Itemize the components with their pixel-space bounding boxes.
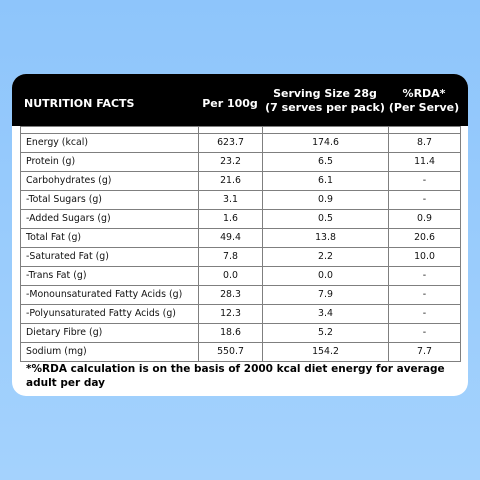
cell-rda: 10.0 [388, 247, 461, 267]
cell-serving: 6.5 [262, 152, 389, 172]
cell-per100: 0.0 [198, 266, 263, 286]
header-rda: %RDA* (Per Serve) [388, 87, 460, 115]
header-serving-line1: Serving Size 28g [273, 87, 377, 100]
table-header: NUTRITION FACTS Per 100g Serving Size 28… [12, 74, 468, 126]
table-row: -Polyunsaturated Fatty Acids (g) 12.3 3.4- [20, 304, 461, 324]
cell-serving: 154.2 [262, 342, 389, 362]
cell-serving: 5.2 [262, 323, 389, 343]
cell-name: Sodium (mg) [20, 342, 199, 362]
cell-name: -Total Sugars (g) [20, 190, 199, 210]
cell-rda: - [388, 285, 461, 305]
cell-serving: 2.2 [262, 247, 389, 267]
cell-serving: 0.0 [262, 266, 389, 286]
cell-name: -Polyunsaturated Fatty Acids (g) [20, 304, 199, 324]
header-rda-line2: (Per Serve) [388, 101, 460, 114]
cell-per100: 12.3 [198, 304, 263, 324]
cell-rda: 0.9 [388, 209, 461, 229]
cell-serving: 0.5 [262, 209, 389, 229]
cell-serving: 3.4 [262, 304, 389, 324]
table-row: -Saturated Fat (g) 7.8 2.2 10.0 [20, 247, 461, 267]
cell-per100: 623.7 [198, 133, 263, 153]
cell-serving: 6.1 [262, 171, 389, 191]
table-row: Energy (kcal) 623.7 174.6 8.7 [20, 133, 461, 153]
header-serving-line2: (7 serves per pack) [265, 101, 385, 114]
cell-per100: 3.1 [198, 190, 263, 210]
cell-rda: - [388, 190, 461, 210]
cell-rda: - [388, 266, 461, 286]
table-row: Sodium (mg) 550.7 154.2 7.7 [20, 342, 461, 362]
cell-serving: 7.9 [262, 285, 389, 305]
table-row: -Added Sugars (g) 1.6 0.5 0.9 [20, 209, 461, 229]
cell-name: -Monounsaturated Fatty Acids (g) [20, 285, 199, 305]
header-rda-line1: %RDA* [402, 87, 446, 100]
cell-per100: 21.6 [198, 171, 263, 191]
cell-name: Protein (g) [20, 152, 199, 172]
cell-per100: 1.6 [198, 209, 263, 229]
cell-per100: 23.2 [198, 152, 263, 172]
cell-name: Dietary Fibre (g) [20, 323, 199, 343]
nutrition-table: Energy (kcal) 623.7 174.6 8.7 Protein (g) 23.… [20, 126, 461, 362]
cell-rda: 7.7 [388, 342, 461, 362]
header-per-100g: Per 100g [202, 97, 258, 110]
cell-name: Energy (kcal) [20, 133, 199, 153]
cell-per100: 49.4 [198, 228, 263, 248]
cell-rda: 8.7 [388, 133, 461, 153]
cell-serving: 13.8 [262, 228, 389, 248]
table-row: -Total Sugars (g) 3.1 0.9- [20, 190, 461, 210]
table-row: -Trans Fat (g) 0.0 0.0- [20, 266, 461, 286]
cell-name: -Saturated Fat (g) [20, 247, 199, 267]
cell-serving: 0.9 [262, 190, 389, 210]
cell-rda: - [388, 171, 461, 191]
table-row: Protein (g) 23.2 6.5 11.4 [20, 152, 461, 172]
cell-name: Total Fat (g) [20, 228, 199, 248]
cell-serving: 174.6 [262, 133, 389, 153]
header-serving-size: Serving Size 28g (7 serves per pack) [262, 87, 388, 115]
cell-per100: 7.8 [198, 247, 263, 267]
header-nutrition-facts: NUTRITION FACTS [24, 97, 135, 110]
cell-name: -Trans Fat (g) [20, 266, 199, 286]
cell-rda: - [388, 304, 461, 324]
cell-per100: 28.3 [198, 285, 263, 305]
table-row: Dietary Fibre (g) 18.6 5.2- [20, 323, 461, 343]
table-row: Carbohydrates (g) 21.6 6.1- [20, 171, 461, 191]
cell-rda: 11.4 [388, 152, 461, 172]
rda-footnote: *%RDA calculation is on the basis of 200… [26, 363, 445, 389]
cell-name: -Added Sugars (g) [20, 209, 199, 229]
table-row: Total Fat (g) 49.4 13.8 20.6 [20, 228, 461, 248]
cell-per100: 550.7 [198, 342, 263, 362]
cell-rda: - [388, 323, 461, 343]
cell-rda: 20.6 [388, 228, 461, 248]
nutrition-card: NUTRITION FACTS Per 100g Serving Size 28… [12, 74, 468, 396]
cell-name: Carbohydrates (g) [20, 171, 199, 191]
cell-per100: 18.6 [198, 323, 263, 343]
spacer-row [20, 126, 461, 134]
table-row: -Monounsaturated Fatty Acids (g) 28.3 7.9- [20, 285, 461, 305]
